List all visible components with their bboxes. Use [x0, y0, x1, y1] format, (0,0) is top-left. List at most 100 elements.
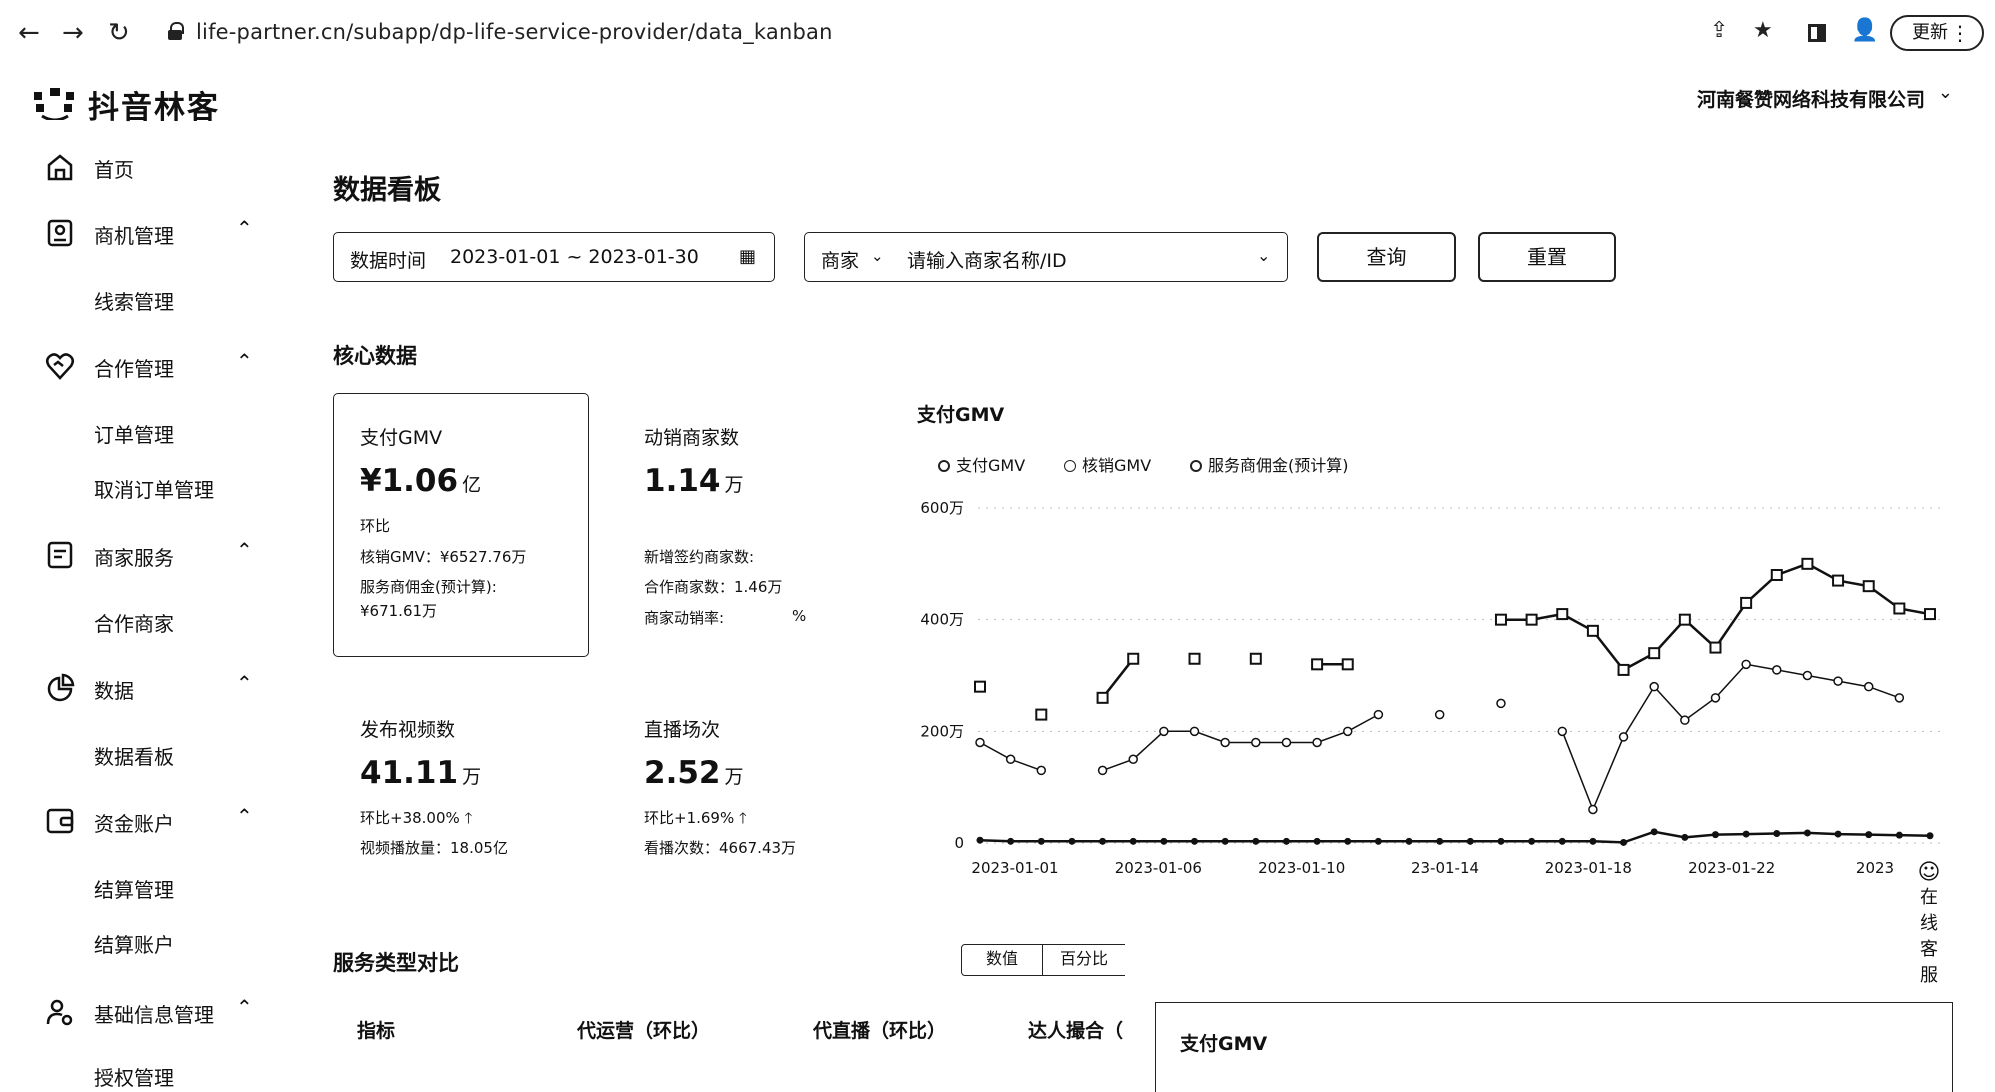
data-point	[1035, 708, 1048, 721]
data-point	[1497, 837, 1505, 845]
support-label-char: 客	[1920, 939, 1938, 960]
gmv-detail-panel: 支付GMV	[1155, 1002, 1953, 1092]
chevron-up-icon[interactable]: ⌃	[236, 804, 253, 828]
data-point	[1589, 837, 1597, 845]
sidebar-item-cooperation[interactable]: 合作管理 ⌃	[0, 347, 270, 387]
chevron-up-icon[interactable]: ⌃	[236, 349, 253, 373]
sidebar-item-merchant-service[interactable]: 商家服务 ⌃	[0, 536, 270, 576]
legend-label: 支付GMV	[956, 456, 1026, 475]
profile-icon[interactable]: 👤	[1851, 18, 1879, 43]
reset-button[interactable]: 重置	[1478, 232, 1616, 282]
chevron-up-icon[interactable]: ⌃	[236, 216, 253, 240]
data-point	[1833, 676, 1843, 686]
data-point	[1650, 828, 1658, 836]
support-label-char: 线	[1920, 913, 1938, 934]
forward-arrow-icon[interactable]: →	[62, 18, 84, 48]
sidebar-sub-settlement[interactable]: 结算管理	[94, 878, 174, 902]
sidebar-item-leads[interactable]: 商机管理 ⌃	[0, 214, 270, 254]
x-tick-label: 2023-01-01	[971, 859, 1058, 877]
legend-item[interactable]: 核销GMV	[1064, 452, 1151, 476]
calendar-icon[interactable]: ▦	[739, 246, 757, 267]
legend-dot-icon	[1190, 460, 1202, 472]
update-button[interactable]: 更新 ⋮	[1890, 15, 1984, 51]
card-title: 发布视频数	[360, 719, 456, 741]
merchant-select[interactable]: 商家	[821, 250, 860, 272]
chevron-up-icon[interactable]: ⌃	[236, 671, 253, 695]
card-title: 支付GMV	[360, 427, 443, 449]
legend-item[interactable]: 支付GMV	[938, 452, 1025, 476]
sidebar-sub-cancel-orders[interactable]: 取消订单管理	[94, 478, 214, 502]
reload-icon[interactable]: ↻	[108, 18, 130, 48]
date-value[interactable]: 2023-01-01 ~ 2023-01-30	[450, 246, 699, 268]
share-icon[interactable]: ⇪	[1710, 18, 1729, 43]
panel-title: 支付GMV	[1180, 1033, 1268, 1055]
address-bar[interactable]: life-partner.cn/subapp/dp-life-service-p…	[196, 20, 833, 44]
card-value-unit: 亿	[462, 474, 482, 496]
sidebar-item-funds[interactable]: 资金账户 ⌃	[0, 802, 270, 842]
data-point	[1099, 837, 1107, 845]
data-point	[1528, 837, 1536, 845]
headset-icon: ☺	[1917, 860, 1941, 885]
sidebar-sub-leads[interactable]: 线索管理	[94, 290, 174, 314]
data-point	[1494, 613, 1507, 626]
data-point	[1159, 726, 1169, 737]
online-support-button[interactable]: ☺ 在线客服	[1914, 860, 1944, 989]
data-point	[1649, 681, 1659, 692]
chevron-down-icon[interactable]: ⌄	[1937, 82, 1953, 103]
arrow-up-icon: 🡑	[739, 809, 747, 827]
data-point	[1189, 726, 1200, 737]
data-point	[1496, 698, 1506, 709]
seg-value-button[interactable]: 数值	[961, 944, 1043, 976]
x-tick-label: 2023-01-06	[1115, 859, 1202, 877]
back-arrow-icon[interactable]: ←	[18, 18, 40, 48]
merchant-filter[interactable]: 商家 ⌄ 请输入商家名称/ID ⌄	[804, 232, 1288, 282]
compare-title: 服务类型对比	[333, 951, 459, 975]
sidebar-sub-authorization[interactable]: 授权管理	[94, 1066, 174, 1090]
sidebar-item-label: 基础信息管理	[94, 1003, 214, 1027]
data-point	[1313, 837, 1321, 845]
sidebar-toggle-icon[interactable]	[1808, 24, 1826, 42]
data-point	[1711, 831, 1719, 839]
sidebar-item-home[interactable]: 首页	[0, 148, 270, 188]
data-point	[1466, 837, 1474, 845]
data-point	[1801, 557, 1814, 570]
sidebar-item-basic-info[interactable]: 基础信息管理 ⌃	[0, 993, 270, 1033]
card-value: 2.52 万	[644, 755, 744, 791]
data-point	[1405, 837, 1413, 845]
date-label: 数据时间	[350, 250, 427, 272]
merchant-search-input[interactable]: 请输入商家名称/ID	[907, 250, 1067, 272]
x-tick-label: 2023	[1856, 859, 1894, 877]
chevron-down-icon[interactable]: ⌄	[1257, 246, 1271, 265]
data-point	[1862, 580, 1875, 593]
company-switcher[interactable]: 河南餐赞网络科技有限公司	[1696, 89, 1925, 111]
sidebar-sub-dashboard[interactable]: 数据看板	[94, 745, 174, 769]
card-detail: 看播次数：4667.43万	[644, 839, 797, 857]
chevron-down-icon[interactable]: ⌄	[871, 247, 884, 265]
data-point	[1863, 681, 1874, 692]
data-point	[1312, 737, 1322, 748]
id-card-icon	[47, 219, 73, 247]
table-header: 代运营（环比）	[577, 1020, 711, 1042]
star-icon[interactable]: ★	[1753, 18, 1773, 43]
arrow-up-icon: 🡑	[464, 809, 473, 827]
card-detail: ¥671.61万	[360, 602, 438, 620]
chevron-up-icon[interactable]: ⌃	[236, 538, 253, 562]
chevron-up-icon[interactable]: ⌃	[236, 995, 253, 1019]
table-header: 达人撮合（	[1028, 1020, 1124, 1042]
date-range-picker[interactable]: 数据时间 2023-01-01 ~ 2023-01-30 ▦	[333, 232, 775, 282]
x-tick-label: 2023-01-18	[1545, 859, 1632, 877]
data-point	[1068, 837, 1076, 845]
query-button[interactable]: 查询	[1317, 232, 1456, 282]
card-value: 41.11 万	[360, 755, 481, 791]
sidebar-sub-settlement-account[interactable]: 结算账户	[94, 933, 174, 957]
data-point	[1036, 765, 1047, 776]
sidebar-sub-orders[interactable]: 订单管理	[94, 423, 174, 447]
sidebar-item-label: 合作管理	[94, 357, 174, 381]
sidebar-sub-partner-merchants[interactable]: 合作商家	[94, 612, 174, 636]
x-tick-label: 23-01-14	[1411, 859, 1479, 877]
data-point	[1832, 574, 1845, 587]
data-point	[1709, 641, 1722, 654]
seg-percent-button[interactable]: 百分比	[1043, 944, 1125, 976]
sidebar-item-data[interactable]: 数据 ⌃	[0, 669, 270, 709]
legend-item[interactable]: 服务商佣金(预计算)	[1190, 452, 1349, 476]
